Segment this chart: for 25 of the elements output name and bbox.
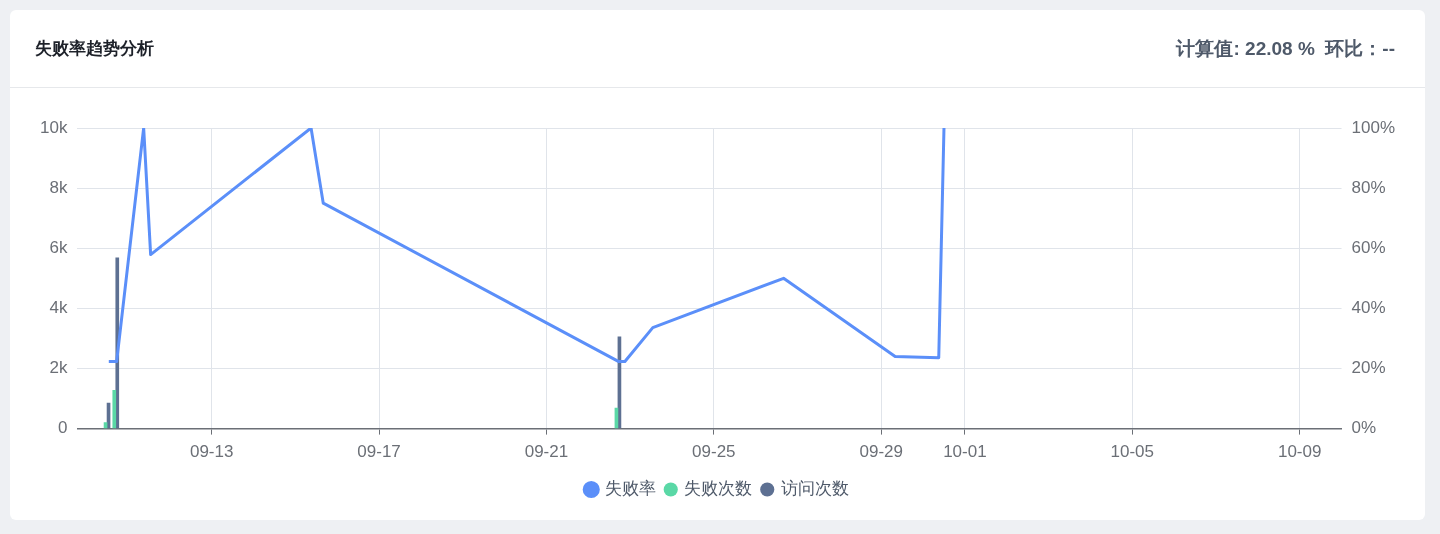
y2-tick-label: 0% bbox=[1351, 418, 1377, 438]
legend-label: 访问次数 bbox=[780, 477, 849, 498]
chart-title: 失败率趋势分析 bbox=[35, 38, 154, 60]
y-tick-label: 10k bbox=[39, 117, 68, 137]
x-tick-label: 09-17 bbox=[357, 442, 401, 462]
y-tick-label: 6k bbox=[49, 237, 68, 257]
legend-label: 失败次数 bbox=[684, 477, 753, 498]
x-tick-label: 09-21 bbox=[524, 442, 569, 462]
y-tick-label: 8k bbox=[49, 177, 68, 197]
x-tick-label: 10-01 bbox=[943, 442, 987, 462]
y2-tick-label: 20% bbox=[1351, 358, 1386, 378]
y2-tick-label: 40% bbox=[1351, 298, 1386, 318]
y-tick-label: 2k bbox=[49, 358, 68, 378]
y2-tick-label: 100% bbox=[1351, 117, 1395, 137]
x-tick-label: 10-09 bbox=[1277, 442, 1322, 462]
x-tick-label: 10-05 bbox=[1110, 442, 1155, 462]
legend-label: 失败率 bbox=[604, 477, 656, 498]
x-tick-label: 09-13 bbox=[189, 442, 234, 462]
y-tick-label: 0 bbox=[57, 418, 68, 438]
x-tick-label: 09-25 bbox=[692, 442, 736, 462]
y2-tick-label: 60% bbox=[1351, 237, 1386, 257]
y2-tick-label: 80% bbox=[1351, 177, 1386, 197]
y-tick-label: 4k bbox=[49, 298, 68, 318]
text: 计算值: 22.08 % 环比：-- bbox=[1176, 37, 1395, 61]
x-tick-label: 09-29 bbox=[859, 442, 903, 462]
